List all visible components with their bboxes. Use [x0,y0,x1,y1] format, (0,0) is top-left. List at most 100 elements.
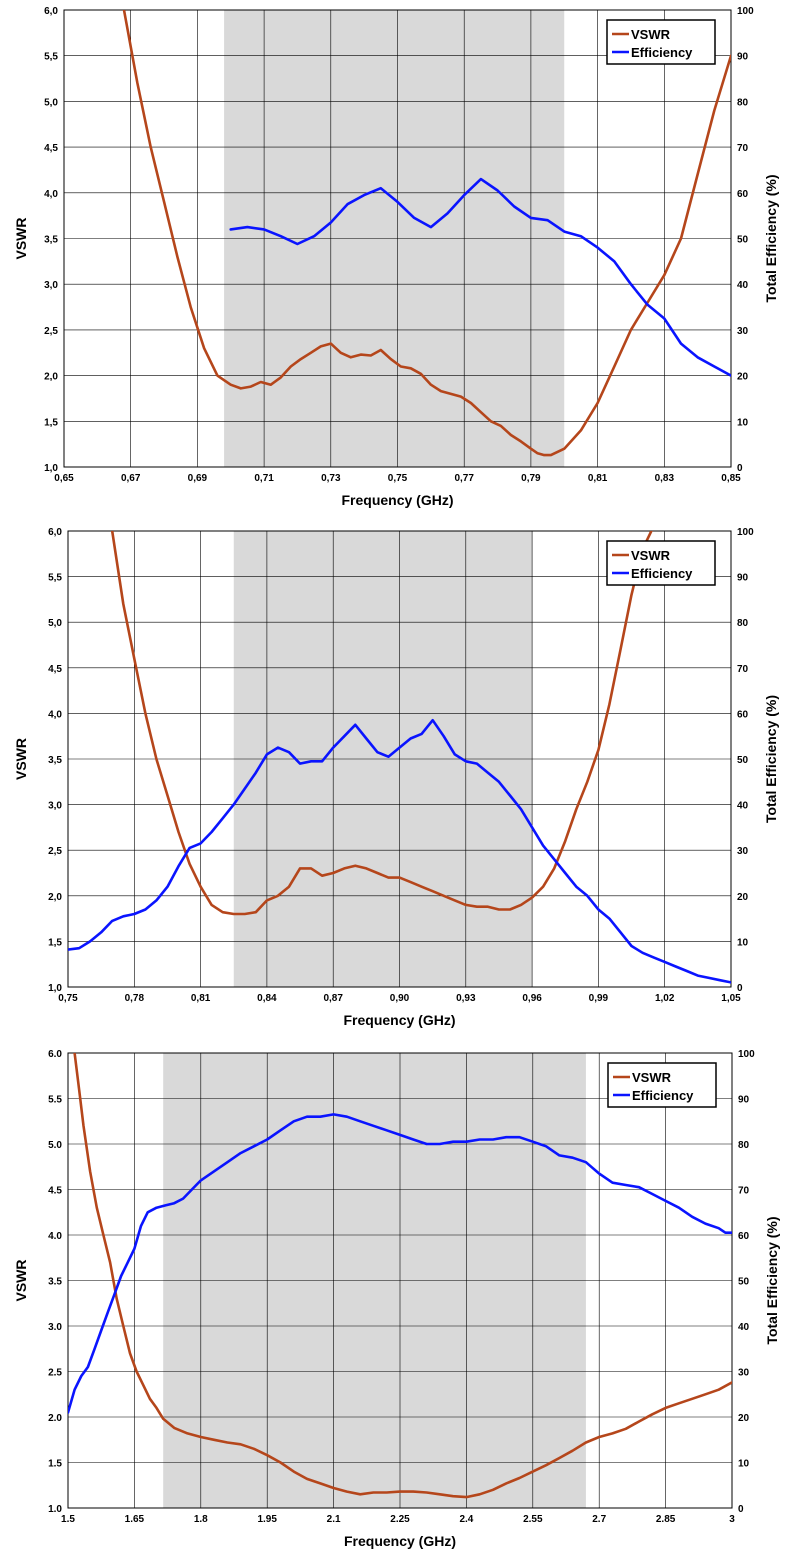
x-tick-label: 1,05 [721,993,741,1004]
legend: VSWR Efficiency [606,540,716,586]
y2-tick-label: 10 [737,937,749,948]
y2-tick-label: 50 [737,235,749,246]
x-tick-label: 0,77 [454,473,474,484]
y-axis-title: VSWR [13,738,29,780]
series-lines [68,531,731,984]
y2-tick-label: 100 [737,527,754,538]
y-tick-label: 4,0 [44,189,58,200]
legend-label-vswr: VSWR [632,1070,672,1085]
legend-label-vswr: VSWR [631,27,671,42]
x-tick-label: 0,78 [125,993,145,1004]
y-tick-label: 2,0 [48,892,62,903]
x-tick-label: 1,02 [655,993,675,1004]
x-tick-label: 0,93 [456,993,476,1004]
y2-tick-label: 50 [737,755,749,766]
y2-tick-label: 20 [737,892,749,903]
y2-tick-label: 30 [737,326,749,337]
x-tick-label: 0,65 [54,473,74,484]
y2-axis-title: Total Efficiency (%) [763,695,779,823]
x-tick-label: 2.4 [459,1514,473,1525]
vswr-series-line [110,531,653,916]
plot-frame [67,530,732,988]
y2-tick-label: 100 [737,6,754,17]
x-tick-label: 0,75 [388,473,408,484]
x-tick-label: 2.85 [656,1514,676,1525]
legend-label-efficiency: Efficiency [632,1088,694,1103]
y-tick-label: 1,5 [48,937,62,948]
y-tick-label: 5,0 [44,97,58,108]
x-tick-label: 0,90 [390,993,410,1004]
x-tick-label: 0,69 [188,473,208,484]
y-tick-label: 4.0 [48,1231,62,1242]
y2-tick-label: 90 [737,52,749,63]
y-tick-label: 2.0 [48,1413,62,1424]
y2-tick-label: 90 [738,1095,750,1106]
x-tick-label: 2.55 [523,1514,543,1525]
y-axis-title: VSWR [13,218,29,260]
x-tick-label: 0,85 [721,473,741,484]
y-tick-label: 5,5 [44,52,58,63]
plot-frame [63,9,732,468]
y2-tick-label: 70 [738,1186,750,1197]
legend-label-efficiency: Efficiency [631,566,693,581]
x-tick-label: 1.65 [125,1514,145,1525]
y2-tick-label: 30 [738,1368,750,1379]
y2-tick-label: 80 [738,1140,750,1151]
x-tick-label: 0,99 [589,993,609,1004]
x-axis-title: Frequency (GHz) [341,492,453,508]
series-lines [68,1053,732,1499]
y-axis-title: VSWR [13,1260,29,1302]
y-tick-label: 4.5 [48,1186,62,1197]
x-tick-label: 0,67 [121,473,141,484]
y-tick-label: 6,0 [48,527,62,538]
x-tick-label: 0,75 [58,993,78,1004]
x-tick-label: 2.1 [327,1514,341,1525]
y2-tick-label: 70 [737,664,749,675]
y-tick-label: 3,0 [48,801,62,812]
y2-tick-label: 90 [737,573,749,584]
y2-tick-label: 0 [737,463,743,474]
y-tick-label: 1.0 [48,1504,62,1515]
y2-tick-label: 10 [737,417,749,428]
y-tick-label: 6.0 [48,1049,62,1060]
legend-label-efficiency: Efficiency [631,45,693,60]
x-tick-label: 0,84 [257,993,277,1004]
y2-tick-label: 40 [737,280,749,291]
y-tick-label: 4,0 [48,709,62,720]
y2-tick-label: 70 [737,143,749,154]
x-tick-label: 1.95 [257,1514,277,1525]
efficiency-series-line [68,718,731,984]
x-tick-label: 0,81 [191,993,211,1004]
chart-1: 1,0 0 1,5 10 2,0 20 2,5 30 3,0 40 3,5 50 4,0 60 4,5 70 5… [13,6,779,508]
y-tick-label: 3,5 [48,755,62,766]
x-tick-label: 1.8 [194,1514,208,1525]
y-tick-label: 4,5 [48,664,62,675]
y-tick-label: 3,5 [44,235,58,246]
y2-tick-label: 80 [737,618,749,629]
y2-tick-label: 40 [738,1322,750,1333]
y2-tick-label: 0 [737,983,743,994]
x-tick-label: 0,87 [323,993,343,1004]
series-lines [122,10,731,457]
efficiency-series-line [229,177,731,377]
y-tick-label: 5.0 [48,1140,62,1151]
y2-tick-label: 60 [737,189,749,200]
x-tick-label: 0,81 [588,473,608,484]
y2-tick-label: 40 [737,801,749,812]
y2-axis-title: Total Efficiency (%) [763,174,779,302]
y-tick-label: 6,0 [44,6,58,17]
x-axis-title: Frequency (GHz) [343,1012,455,1028]
x-tick-label: 0,73 [321,473,341,484]
y-tick-label: 3.5 [48,1277,62,1288]
y2-tick-label: 30 [737,846,749,857]
y-tick-label: 1,0 [44,463,58,474]
y2-tick-label: 60 [737,709,749,720]
y-tick-label: 1.5 [48,1459,62,1470]
y-tick-label: 1,5 [44,417,58,428]
y2-tick-label: 80 [737,97,749,108]
y-tick-label: 2,5 [44,326,58,337]
y-tick-label: 4,5 [44,143,58,154]
y2-tick-label: 50 [738,1277,750,1288]
legend-box [606,19,716,65]
x-tick-label: 1.5 [61,1514,75,1525]
